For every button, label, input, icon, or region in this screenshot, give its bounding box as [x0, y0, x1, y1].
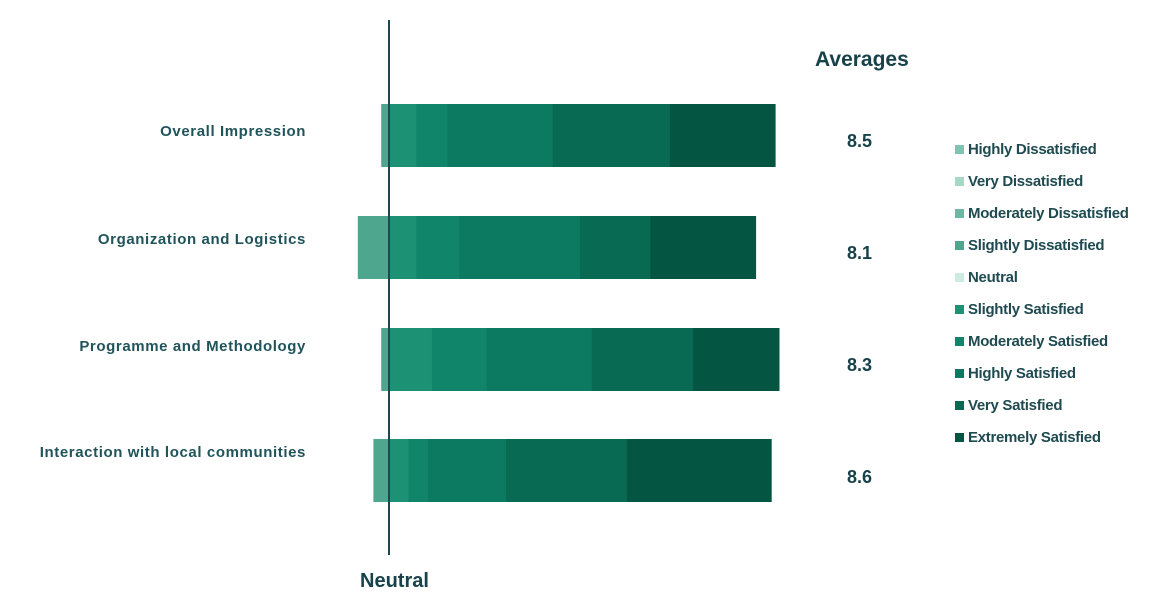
legend-item: Extremely Satisfied — [955, 421, 1166, 453]
bar-segment — [389, 104, 417, 167]
bar-segment — [389, 216, 417, 279]
bar-segment — [389, 328, 433, 391]
legend-item: Very Satisfied — [955, 389, 1166, 421]
legend-label: Highly Satisfied — [968, 364, 1076, 382]
category-label: Programme and Methodology — [79, 338, 306, 355]
legend-label: Very Dissatisfied — [968, 172, 1083, 190]
average-value: 8.3 — [847, 355, 873, 375]
legend-item: Moderately Dissatisfied — [955, 197, 1166, 229]
bar-segment — [591, 328, 694, 391]
legend-item: Moderately Satisfied — [955, 325, 1166, 357]
legend-swatch — [955, 304, 964, 314]
legend-item: Slightly Dissatisfied — [955, 229, 1166, 261]
legend-item: Very Dissatisfied — [955, 165, 1166, 197]
category-label: Overall Impression — [160, 123, 306, 140]
legend-swatch — [955, 432, 964, 442]
legend-label: Highly Dissatisfied — [968, 140, 1097, 158]
bar-segment — [381, 104, 389, 167]
bar-segment — [580, 216, 651, 279]
legend-swatch — [955, 176, 964, 186]
legend-item: Highly Satisfied — [955, 357, 1166, 389]
legend-swatch — [955, 400, 964, 410]
bar-segment — [459, 216, 581, 279]
averages-title: Averages — [815, 48, 909, 71]
legend-label: Neutral — [968, 268, 1018, 286]
legend-label: Slightly Dissatisfied — [968, 236, 1105, 254]
legend: Highly Dissatisfied Very Dissatisfied Mode… — [955, 133, 1166, 453]
bar-segment — [416, 104, 448, 167]
legend-item: Slightly Satisfied — [955, 293, 1166, 325]
bar-segment — [486, 328, 593, 391]
legend-label: Slightly Satisfied — [968, 300, 1084, 318]
legend-swatch — [955, 272, 964, 282]
legend-item: Highly Dissatisfied — [955, 133, 1166, 165]
bar-segment — [408, 439, 429, 502]
legend-swatch — [955, 368, 964, 378]
legend-swatch — [955, 208, 964, 218]
bar-layer — [357, 104, 780, 502]
average-value: 8.5 — [847, 131, 873, 151]
neutral-axis-label: Neutral — [360, 570, 429, 592]
average-value: 8.1 — [847, 243, 873, 263]
bar-segment — [373, 439, 389, 502]
bar-segment — [428, 439, 507, 502]
legend-swatch — [955, 336, 964, 346]
bar-segment — [693, 328, 780, 391]
legend-item: Neutral — [955, 261, 1166, 293]
bar-segment — [447, 104, 554, 167]
average-value: 8.6 — [847, 467, 873, 487]
legend-swatch — [955, 144, 964, 154]
legend-swatch — [955, 240, 964, 250]
bar-segment — [389, 439, 409, 502]
legend-label: Moderately Satisfied — [968, 332, 1108, 350]
legend-label: Very Satisfied — [968, 396, 1063, 414]
bar-segment — [506, 439, 628, 502]
bar-segment — [650, 216, 757, 279]
bar-segment — [552, 104, 671, 167]
legend-label: Extremely Satisfied — [968, 428, 1101, 446]
bar-segment — [381, 328, 389, 391]
bar-segment — [357, 216, 389, 279]
legend-label: Moderately Dissatisfied — [968, 204, 1129, 222]
category-label: Interaction with local communities — [39, 444, 306, 461]
bar-segment — [431, 328, 487, 391]
category-label: Organization and Logistics — [97, 231, 306, 248]
bar-segment — [669, 104, 776, 167]
bar-segment — [416, 216, 460, 279]
bar-segment — [626, 439, 772, 502]
